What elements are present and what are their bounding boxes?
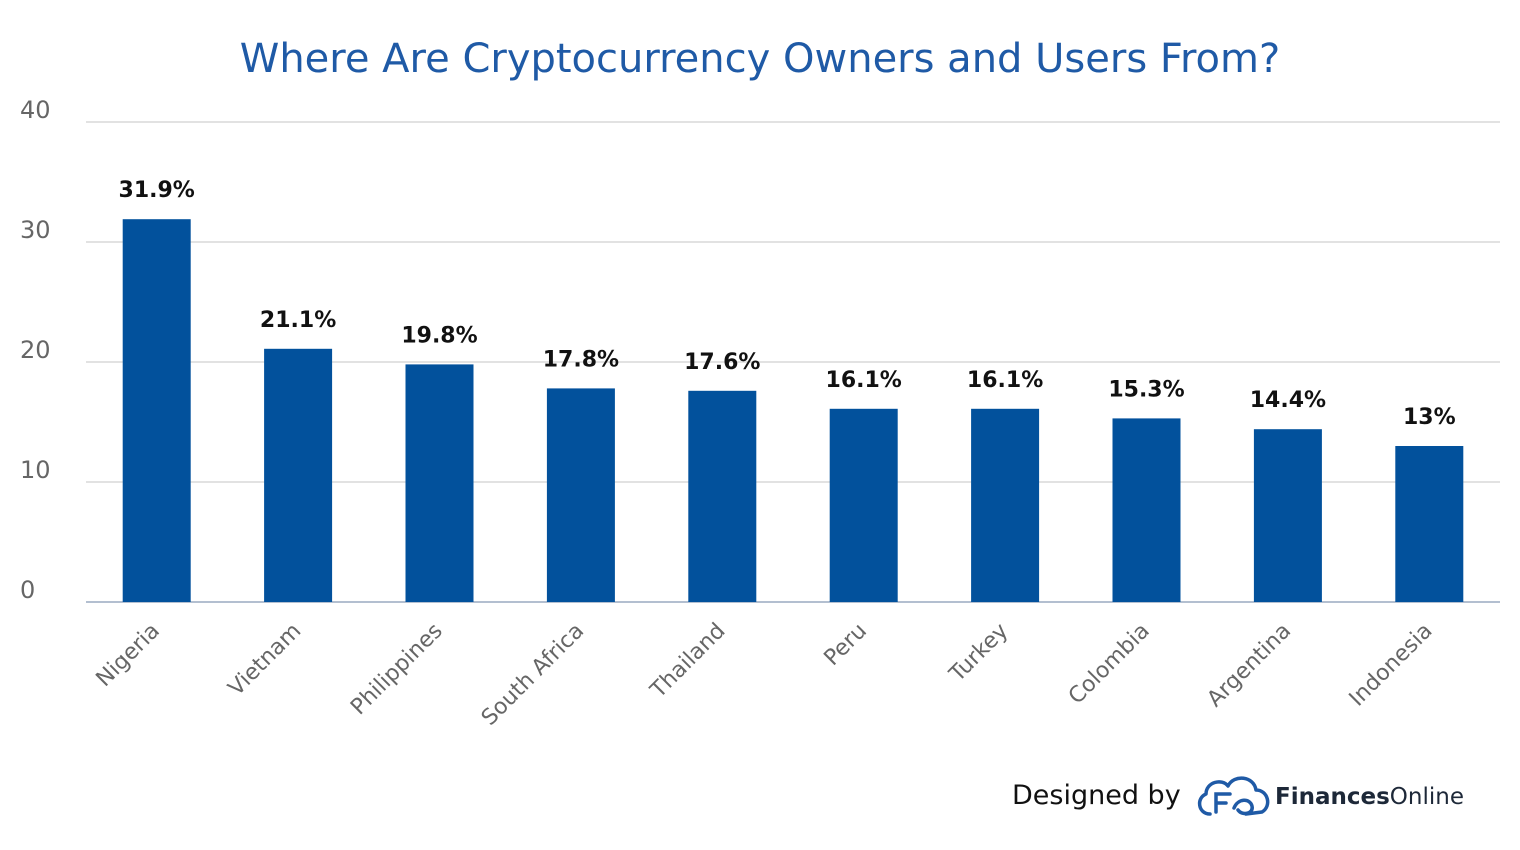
designed-by-text: Designed by [1012,780,1181,811]
data-label: 31.9% [119,178,195,203]
brand-name-light: Online [1390,784,1464,810]
bar [971,408,1040,602]
bar [264,348,333,602]
bar [688,390,757,602]
y-axis-tick-labels: 0 10 20 30 40 [20,96,51,604]
data-label: 14.4% [1250,388,1326,413]
y-tick-label: 10 [20,456,51,484]
data-label: 17.6% [684,350,760,375]
category-label: Nigeria [92,619,165,692]
y-tick-label: 0 [20,576,35,604]
bar [829,408,898,602]
category-label: Argentina [1203,619,1297,713]
category-label: Indonesia [1345,619,1438,712]
category-label: Thailand [645,619,730,704]
bar [1112,418,1181,602]
data-labels: 31.9% 21.1% 19.8% 17.8% 17.6% 16.1% 16.1% 15.3%… [119,178,1456,430]
category-label: South Africa [477,619,589,731]
bar [546,388,615,602]
category-label: Vietnam [224,619,307,702]
data-label: 13% [1403,405,1456,430]
chart-title: Where Are Cryptocurrency Owners and User… [240,36,1280,82]
bar [122,219,191,602]
data-label: 15.3% [1108,377,1184,402]
bar [1253,429,1322,602]
y-tick-label: 20 [20,336,51,364]
category-label: Turkey [944,619,1013,688]
category-label: Philippines [346,619,447,720]
data-label: 21.1% [260,308,336,333]
x-axis-category-labels: Nigeria Vietnam Philippines South Africa Tha… [92,619,1438,731]
data-label: 16.1% [826,368,902,393]
financesonline-logo-icon [1197,776,1270,816]
data-label: 17.8% [543,347,619,372]
category-label: Peru [820,619,872,671]
bar [1395,446,1464,602]
brand-name-bold: Finances [1275,784,1390,810]
y-tick-label: 30 [20,216,51,244]
y-tick-label: 40 [20,96,51,124]
brand-name: FinancesOnline [1275,784,1464,810]
category-label: Colombia [1064,619,1155,710]
bar [405,364,474,602]
designed-by-credit: Designed by FinancesOnline [1012,776,1464,816]
data-label: 19.8% [401,323,477,348]
bars [122,219,1464,602]
data-label: 16.1% [967,368,1043,393]
